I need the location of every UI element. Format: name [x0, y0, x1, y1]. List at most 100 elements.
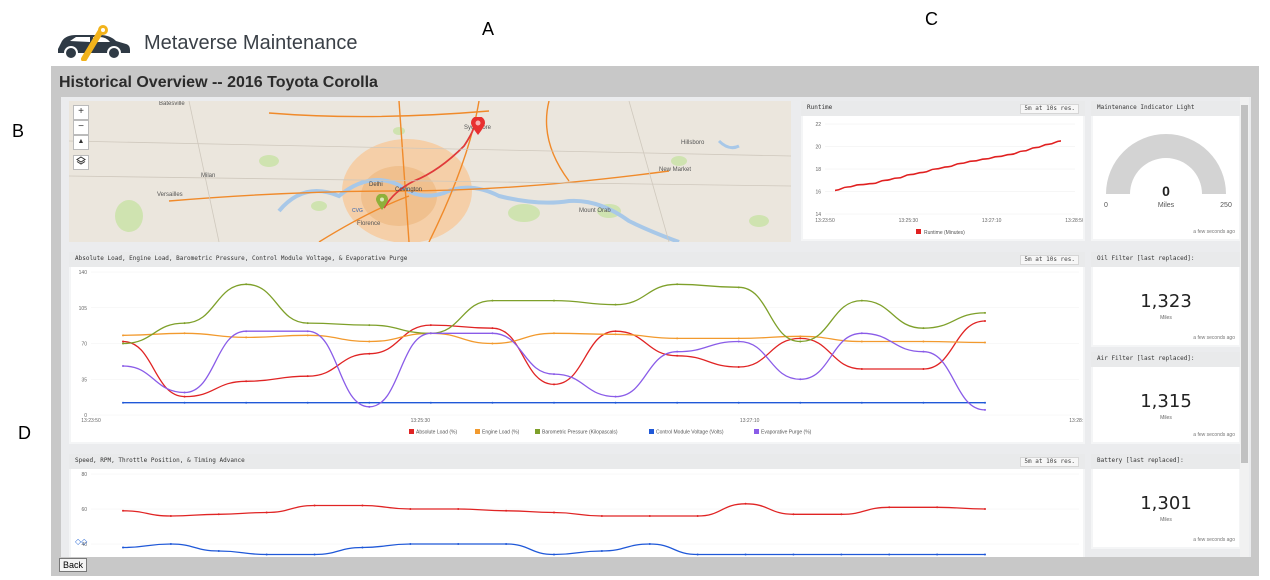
map-label-cvg: CVG: [352, 208, 363, 214]
load-chart-point: [429, 332, 432, 335]
load-chart-point: [737, 401, 740, 404]
load-chart-point: [491, 332, 494, 335]
speed-chart-point: [217, 550, 220, 552]
battery-updated-time: a few seconds ago: [1193, 537, 1235, 543]
load-chart-point: [245, 283, 248, 286]
load-chart-point: [676, 337, 679, 340]
speed-chart-range-badge[interactable]: 5m at 10s res.: [1020, 457, 1079, 467]
map-label-mount-orab: Mount Orab: [579, 208, 611, 214]
load-chart-point: [122, 334, 124, 337]
load-chart-point: [922, 327, 925, 330]
load-chart-point: [491, 327, 494, 330]
speed-chart-point: [169, 515, 172, 517]
oil-filter-value: 1,323: [1140, 291, 1192, 312]
speed-chart-point: [984, 508, 986, 510]
speed-chart-point: [122, 546, 124, 549]
speed-chart-point: [648, 543, 651, 545]
dashboard: Batesville Sycamore Hillsboro Milan New …: [61, 97, 1251, 557]
load-chart-series-line: [122, 330, 986, 411]
battery-card: Battery [last replaced]: 1,301 Miles a f…: [1091, 454, 1241, 549]
mil-gauge-unit: Miles: [1158, 202, 1175, 209]
speed-chart-point: [888, 553, 891, 556]
map-zoom-in-button[interactable]: +: [73, 105, 89, 120]
load-chart-point: [984, 408, 986, 411]
runtime-y-tick: 22: [815, 122, 821, 128]
load-chart-y-tick: 0: [84, 413, 87, 419]
annotation-c: C: [925, 9, 938, 29]
load-chart-point: [429, 324, 432, 327]
speed-chart-point: [600, 515, 603, 517]
speed-chart-point: [984, 553, 986, 556]
load-chart-point: [553, 401, 555, 404]
dashboard-scrollbar-thumb[interactable]: [1241, 105, 1248, 463]
speed-chart-point: [505, 543, 508, 545]
load-chart-point: [368, 405, 371, 408]
load-chart-point: [922, 368, 925, 371]
map-label-milan: Milan: [201, 173, 216, 179]
load-chart-point: [737, 340, 740, 343]
map-label-new-market: New Market: [659, 167, 692, 173]
end-location-marker-icon[interactable]: [471, 117, 485, 135]
load-chart-point: [799, 335, 802, 338]
load-chart-point: [368, 401, 371, 404]
back-button[interactable]: Back: [59, 558, 88, 572]
runtime-x-tick: 13:23:50: [815, 218, 835, 224]
route-map[interactable]: Batesville Sycamore Hillsboro Milan New …: [69, 101, 791, 242]
load-chart-point: [245, 380, 248, 383]
map-compass-button[interactable]: ▲: [73, 135, 89, 150]
load-chart-legend-label[interactable]: Evaporative Purge (%): [761, 430, 812, 436]
load-chart-point: [860, 332, 863, 335]
load-chart-point: [306, 375, 309, 378]
load-chart-legend-label[interactable]: Control Module Voltage (Volts): [656, 430, 724, 436]
map-layers-button[interactable]: [73, 155, 89, 170]
oil-filter-card: Oil Filter [last replaced]: 1,323 Miles …: [1091, 252, 1241, 347]
car-wrench-logo-icon: [58, 25, 130, 61]
speed-chart-point: [409, 543, 412, 545]
mil-card: Maintenance Indicator Light 0 Miles 0 25…: [1091, 101, 1241, 241]
runtime-card: Runtime 5m at 10s res. 22 20 18 16 14 13:23:5…: [801, 101, 1085, 241]
speed-chart-point: [313, 504, 316, 507]
speed-chart-point: [600, 550, 603, 552]
load-chart-point: [429, 401, 432, 404]
oil-filter-unit: Miles: [1160, 315, 1172, 321]
load-chart-point: [860, 299, 863, 302]
load-chart-point: [245, 336, 248, 339]
battery-title: Battery [last replaced]:: [1097, 457, 1184, 464]
runtime-y-tick: 20: [815, 145, 821, 151]
oil-filter-title: Oil Filter [last replaced]:: [1097, 255, 1195, 262]
speed-chart-y-tick: 80: [81, 472, 87, 478]
air-filter-card: Air Filter [last replaced]: 1,315 Miles …: [1091, 352, 1241, 444]
load-chart-point: [737, 337, 740, 340]
speed-chart-title: Speed, RPM, Throttle Position, & Timing …: [75, 457, 245, 464]
load-chart-point: [737, 286, 740, 289]
start-location-marker-icon[interactable]: [376, 194, 388, 210]
load-chart-range-badge[interactable]: 5m at 10s res.: [1020, 255, 1079, 265]
dashboard-scrollbar[interactable]: [1240, 97, 1249, 557]
map-zoom-out-button[interactable]: −: [73, 120, 89, 135]
speed-chart-point: [840, 553, 843, 556]
load-chart-legend-label[interactable]: Absolute Load (%): [416, 430, 457, 436]
map-label-covington: Covington: [395, 187, 423, 193]
speed-chart-point: [505, 509, 508, 512]
speed-chart-point: [553, 511, 555, 514]
load-chart-point: [122, 340, 124, 343]
speed-chart-point: [648, 515, 651, 517]
map-label-hillsboro: Hillsboro: [681, 140, 705, 146]
expand-panel-icon[interactable]: ◇◇: [75, 537, 88, 546]
speed-chart-point: [696, 515, 699, 517]
load-chart-point: [245, 330, 248, 333]
load-chart: 140 105 70 35 013:23:50 13:25:30 13:27:10 13:28…: [79, 270, 1089, 436]
speed-chart-point: [457, 543, 460, 545]
load-chart-point: [368, 324, 371, 327]
speed-chart-point: [313, 553, 316, 556]
speed-chart-point: [936, 506, 939, 509]
speed-chart-y-tick: 60: [81, 507, 87, 513]
load-chart-legend-label[interactable]: Barometric Pressure (Kilopascals): [542, 430, 618, 436]
load-chart-legend-label[interactable]: Engine Load (%): [482, 430, 520, 436]
air-filter-updated-time: a few seconds ago: [1193, 432, 1235, 438]
load-chart-x-tick: 13:25:30: [411, 418, 431, 424]
load-chart-point: [984, 401, 986, 404]
load-chart-legend-swatch: [649, 429, 654, 434]
runtime-range-badge[interactable]: 5m at 10s res.: [1020, 104, 1079, 114]
